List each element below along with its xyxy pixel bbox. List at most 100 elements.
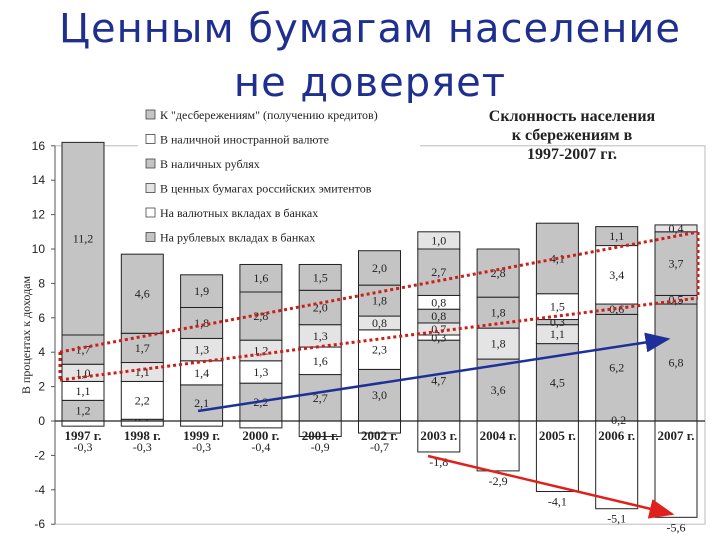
bar-segment <box>358 250 401 286</box>
bar-value-label: 2,1 <box>194 396 209 410</box>
bar-segment <box>120 253 164 334</box>
bar-segment <box>417 231 461 250</box>
bar-value-label: 6,2 <box>609 361 624 375</box>
bar-value-label: 1,9 <box>194 284 209 298</box>
legend-label: На рублевых вкладах в банках <box>160 231 315 245</box>
legend-swatch <box>145 183 156 193</box>
bar-value-label: 2,7 <box>313 391 328 405</box>
bar-value-label: 1,1 <box>609 229 624 243</box>
bar-value-label: 1,8 <box>491 306 506 320</box>
legend-label: В наличной иностранной валюте <box>160 133 329 147</box>
dotted-band-lower <box>59 296 699 382</box>
y-tick-label: 16 <box>32 139 46 153</box>
bar-segment <box>61 334 105 365</box>
bar-value-label: 2,8 <box>491 266 506 280</box>
bar-value-label: 1,0 <box>431 233 446 247</box>
blue-trend-arrow <box>197 332 671 413</box>
category-label: 2000 г. <box>242 428 279 443</box>
bar-value-label: 1,6 <box>313 354 328 368</box>
negative-value-label: -2,9 <box>489 474 508 488</box>
bar-value-label: 0,4 <box>669 221 684 235</box>
bar-value-label: 3,0 <box>372 388 387 402</box>
y-tick-label: -2 <box>34 448 45 462</box>
bar-value-label: 1,3 <box>253 365 268 379</box>
category-label: 2003 г. <box>420 428 457 443</box>
legend-swatch <box>145 158 156 169</box>
bar-segment <box>654 224 698 233</box>
y-tick-label: 8 <box>38 276 45 290</box>
bar-value-label: 1,3 <box>313 329 328 343</box>
bar-value-label: 1,8 <box>491 337 506 351</box>
bar-value-label: 0,7 <box>431 322 446 336</box>
bar-value-label: 3,7 <box>669 257 684 271</box>
bar-value-label: 1,7 <box>135 341 150 355</box>
negative-value-label: -0,3 <box>192 440 211 454</box>
category-label: 2002 г. <box>361 428 398 443</box>
bar-value-label: 0,5 <box>669 293 684 307</box>
legend-swatch <box>145 109 156 120</box>
bar-value-label: 0,8 <box>431 295 446 309</box>
legend-label: На валютных вкладах в банках <box>160 206 318 220</box>
y-tick-label: 14 <box>32 173 46 187</box>
category-label: 2004 г. <box>480 428 517 443</box>
bar-negative <box>595 420 639 510</box>
bar-value-label: 0,6 <box>609 302 624 316</box>
negative-value-label: -0,7 <box>370 440 389 454</box>
bar-negative <box>535 420 579 493</box>
category-label: 1997 г. <box>65 428 102 443</box>
bar-value-label: 0,8 <box>372 316 387 330</box>
bar-value-label: 2,0 <box>372 261 387 275</box>
bar-value-label: 3,6 <box>491 383 506 397</box>
legend-label: К "десбережениям" (получению кредитов) <box>160 108 378 122</box>
bar-value-label: 4,7 <box>431 374 446 388</box>
legend-label: В наличных рублях <box>160 157 260 171</box>
legend-swatch <box>145 134 156 144</box>
bar-value-label: 2,8 <box>253 309 268 323</box>
legend-label: В ценных бумагах российских эмитентов <box>160 182 372 196</box>
bar-segment <box>595 313 639 422</box>
bar-segment <box>298 374 342 422</box>
negative-value-label: -0,3 <box>133 440 152 454</box>
bar-segment <box>476 296 520 329</box>
legend-swatch <box>145 207 156 218</box>
bar-value-label: 1,1 <box>135 365 150 379</box>
bar-value-label: 1,0 <box>76 366 91 380</box>
bar-value-label: 1,4 <box>194 366 209 380</box>
chart-title-line: Склонность населения <box>489 108 656 125</box>
bar-value-label: 1,2 <box>253 343 268 357</box>
chart-title-line: 1997-2007 гг. <box>527 146 617 163</box>
bar-segment <box>476 358 520 422</box>
bar-negative <box>239 420 283 429</box>
bar-segment <box>654 231 698 296</box>
y-tick-label: -6 <box>34 517 45 531</box>
bar-value-label: 2,2 <box>135 393 150 407</box>
bar-value-label: 4,5 <box>550 375 565 389</box>
bar-segment <box>595 226 639 247</box>
bar-value-label: 1,6 <box>253 271 268 285</box>
category-label: 1998 г. <box>124 428 161 443</box>
bar-segment <box>180 384 224 422</box>
bar-segment <box>417 248 461 296</box>
bar-negative <box>61 420 105 427</box>
category-label: 1999 г. <box>183 428 220 443</box>
bar-value-label: 1,5 <box>550 300 565 314</box>
category-label: 2007 г. <box>658 428 695 443</box>
y-tick-label: 6 <box>38 311 45 325</box>
negative-value-label: -4,1 <box>548 495 567 509</box>
bar-value-label: 1,7 <box>76 343 91 357</box>
bar-value-label: 1,8 <box>372 294 387 308</box>
negative-value-label: -0,9 <box>311 440 330 454</box>
bar-segment <box>239 263 283 293</box>
legend-swatch <box>145 232 156 242</box>
negative-value-label: -5,1 <box>607 512 626 526</box>
bar-segment <box>298 289 342 326</box>
slide-title: Ценным бумагам население не доверяет <box>58 6 682 106</box>
bar-value-label: 4,6 <box>135 287 150 301</box>
y-tick-label: 0 <box>38 414 45 428</box>
y-tick-label: 2 <box>38 380 45 394</box>
bar-value-label: 2,7 <box>431 265 446 279</box>
bar-segment <box>358 284 401 317</box>
plot-area: -6 -4 -2 0 2 4 6 8 10 12 14 16 В процентах к доходам… <box>19 103 706 534</box>
y-tick-label: 4 <box>38 345 45 359</box>
